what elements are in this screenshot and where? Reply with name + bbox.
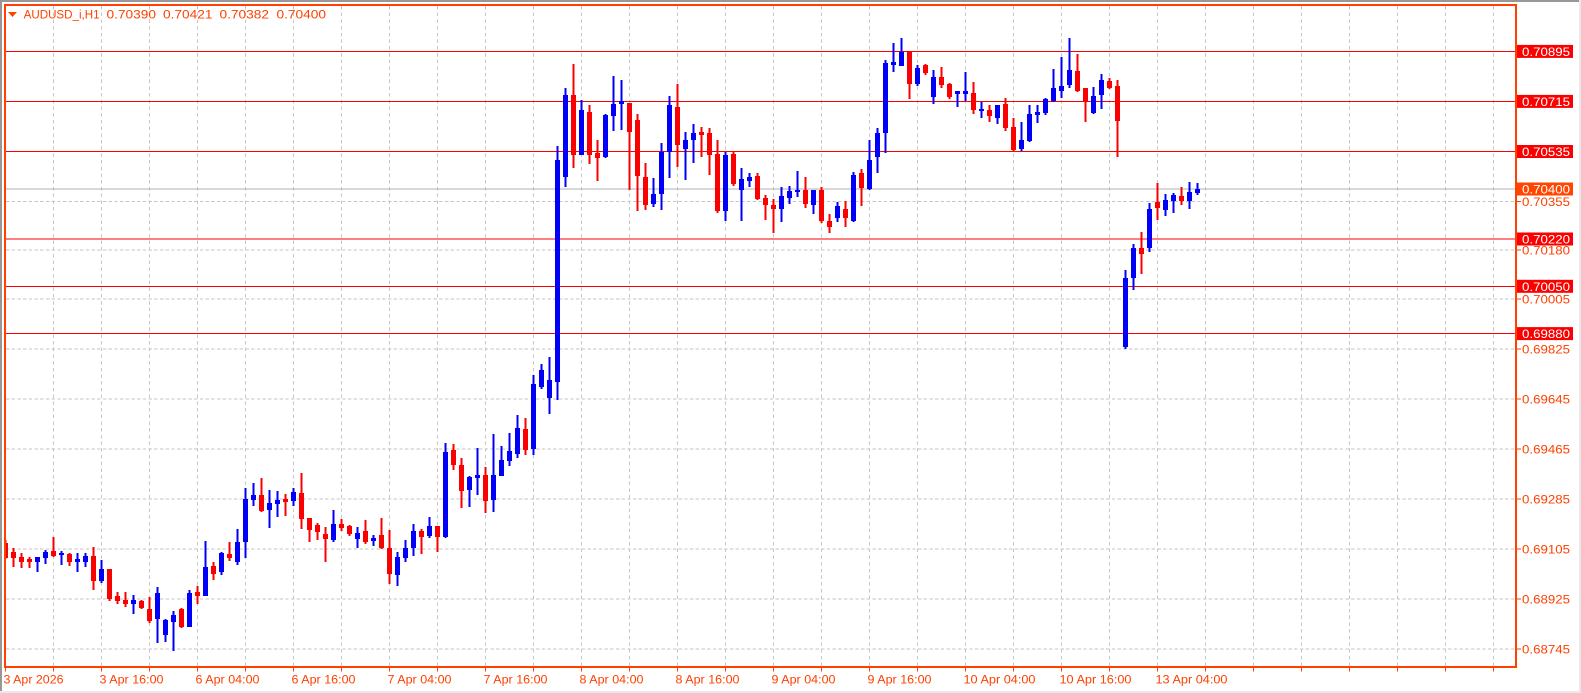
svg-text:0.70400: 0.70400 xyxy=(1522,183,1570,197)
svg-text:0.69645: 0.69645 xyxy=(1522,392,1570,406)
svg-text:3 Apr 16:00: 3 Apr 16:00 xyxy=(100,672,164,686)
svg-text:9 Apr 16:00: 9 Apr 16:00 xyxy=(868,672,932,686)
svg-text:7 Apr 04:00: 7 Apr 04:00 xyxy=(388,672,452,686)
svg-text:6 Apr 04:00: 6 Apr 04:00 xyxy=(196,672,260,686)
svg-text:6 Apr 16:00: 6 Apr 16:00 xyxy=(292,672,356,686)
svg-text:0.70005: 0.70005 xyxy=(1522,292,1570,306)
svg-text:0.69285: 0.69285 xyxy=(1522,493,1570,507)
svg-text:8 Apr 04:00: 8 Apr 04:00 xyxy=(580,672,644,686)
svg-text:AUDUSD_i,H1: AUDUSD_i,H1 xyxy=(24,8,100,22)
svg-text:0.68745: 0.68745 xyxy=(1522,643,1570,657)
svg-text:0.70895: 0.70895 xyxy=(1522,45,1570,59)
svg-text:0.70390: 0.70390 xyxy=(107,8,157,22)
svg-text:0.70050: 0.70050 xyxy=(1522,280,1570,294)
svg-text:10 Apr 04:00: 10 Apr 04:00 xyxy=(964,672,1036,686)
svg-text:0.69880: 0.69880 xyxy=(1522,327,1570,341)
svg-text:0.70421: 0.70421 xyxy=(163,8,213,22)
svg-text:0.70400: 0.70400 xyxy=(277,8,327,22)
svg-text:8 Apr 16:00: 8 Apr 16:00 xyxy=(676,672,740,686)
svg-text:10 Apr 16:00: 10 Apr 16:00 xyxy=(1060,672,1132,686)
svg-text:0.69465: 0.69465 xyxy=(1522,443,1570,457)
svg-text:0.70180: 0.70180 xyxy=(1522,244,1570,258)
svg-text:7 Apr 16:00: 7 Apr 16:00 xyxy=(484,672,548,686)
svg-text:0.70535: 0.70535 xyxy=(1522,145,1570,159)
svg-text:0.70382: 0.70382 xyxy=(220,8,270,22)
svg-text:0.69825: 0.69825 xyxy=(1522,342,1570,356)
svg-text:13 Apr 04:00: 13 Apr 04:00 xyxy=(1156,672,1228,686)
svg-text:3 Apr 2026: 3 Apr 2026 xyxy=(4,672,64,686)
svg-text:0.70220: 0.70220 xyxy=(1522,233,1570,247)
svg-text:0.69105: 0.69105 xyxy=(1522,543,1570,557)
svg-text:0.70715: 0.70715 xyxy=(1522,95,1570,109)
svg-text:0.70355: 0.70355 xyxy=(1522,195,1570,209)
svg-text:0.68925: 0.68925 xyxy=(1522,593,1570,607)
svg-text:9 Apr 04:00: 9 Apr 04:00 xyxy=(772,672,836,686)
